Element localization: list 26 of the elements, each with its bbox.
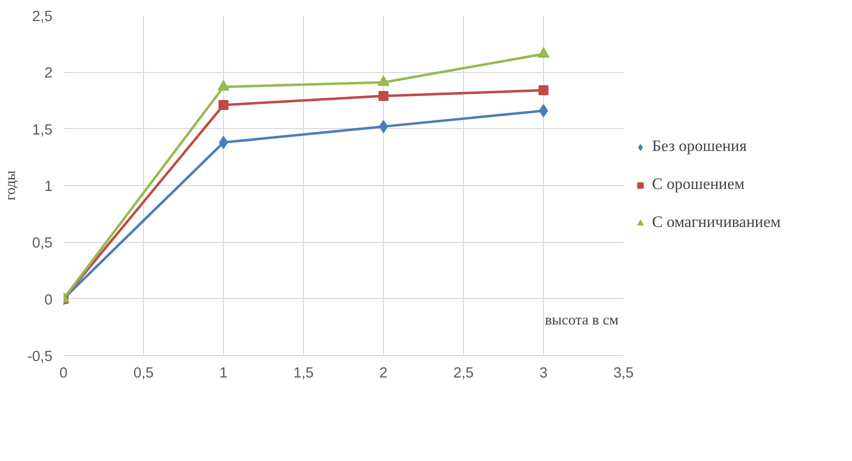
x-tick-label: 2,5 <box>453 366 474 382</box>
x-tick-label: 1 <box>219 366 228 382</box>
point <box>538 47 550 58</box>
legend-label: С омагничиванием <box>652 214 781 232</box>
y-tick-label: 0 <box>44 292 53 308</box>
x-tick-label: 3,5 <box>613 366 634 382</box>
y-tick-label: 0,5 <box>32 236 52 252</box>
legend-label: Без орошения <box>652 138 747 156</box>
point <box>218 100 228 110</box>
x-tick-label: 1,5 <box>293 366 314 382</box>
x-tick-label: 0,5 <box>133 366 154 382</box>
point <box>218 80 230 91</box>
x-tick-label: 0 <box>59 366 68 382</box>
x-tick-label: 2 <box>379 366 388 382</box>
y-axis-title: годы <box>3 170 20 200</box>
point <box>378 90 388 101</box>
y-tick-label: 2 <box>44 66 53 82</box>
legend-label: С орошением <box>652 176 744 194</box>
x-tick-label: 3 <box>539 366 548 382</box>
y-tick-label: 2,5 <box>32 9 52 25</box>
y-tick-label: 1 <box>44 179 53 195</box>
x-axis-title: высота в см <box>544 312 619 328</box>
y-tick-label: -0,5 <box>27 349 53 365</box>
point <box>378 76 390 86</box>
point <box>538 85 548 96</box>
y-tick-label: 1,5 <box>32 122 52 138</box>
